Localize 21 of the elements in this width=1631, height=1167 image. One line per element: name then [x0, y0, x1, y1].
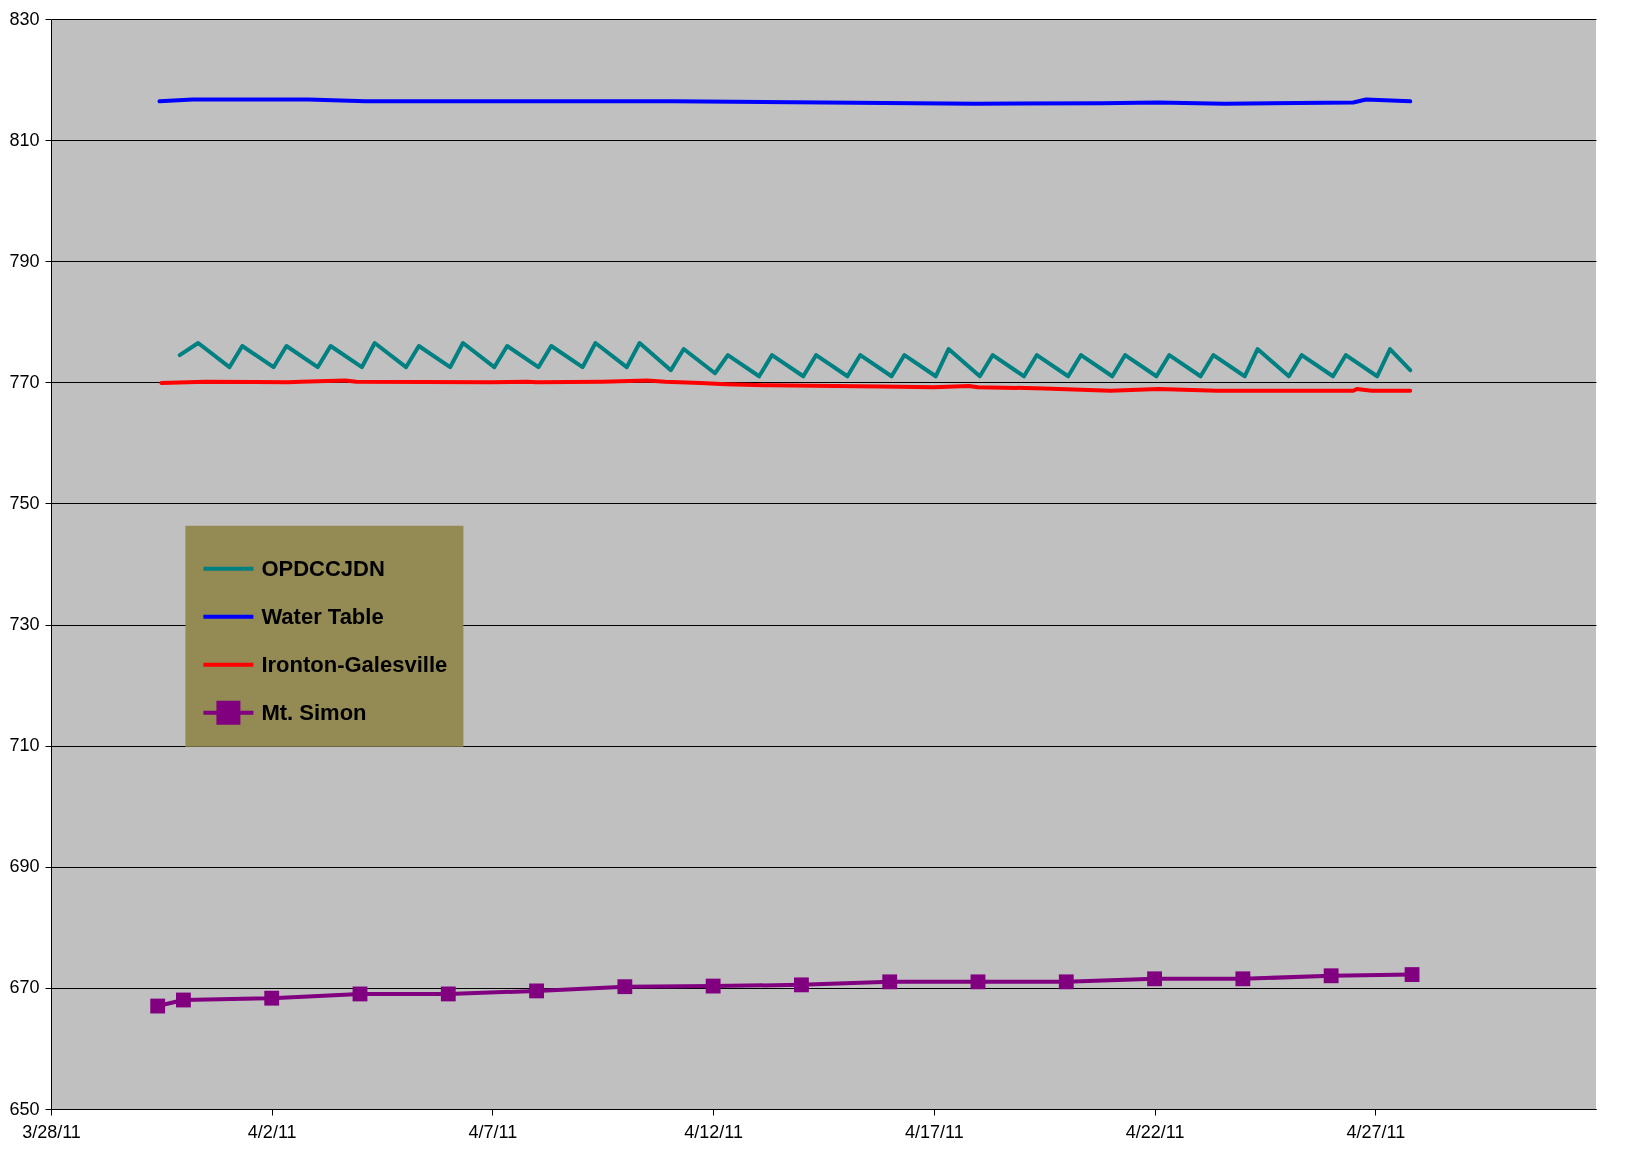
x-tick-label: 4/7/11: [468, 1121, 518, 1142]
x-tick-label: 4/27/11: [1346, 1121, 1406, 1142]
x-tick-label: 3/28/11: [22, 1121, 81, 1142]
x-tick-label: 4/2/11: [247, 1121, 297, 1142]
y-tick-label: 830: [9, 8, 40, 29]
x-tick-label: 4/22/11: [1125, 1121, 1185, 1142]
y-tick-label: 650: [9, 1098, 40, 1119]
y-tick-label: 790: [9, 250, 40, 271]
y-tick-label: 770: [9, 371, 40, 392]
x-tick-label: 4/17/11: [904, 1121, 964, 1142]
y-tick-label: 810: [9, 129, 40, 150]
y-tick-label: 690: [9, 856, 40, 877]
y-tick-label: 750: [9, 492, 40, 513]
x-tick-label: 4/12/11: [684, 1121, 744, 1142]
legend-label: Mt. Simon: [261, 699, 367, 725]
y-tick-label: 670: [9, 977, 40, 998]
legend-label: OPDCCJDN: [261, 555, 385, 581]
y-tick-label: 710: [9, 735, 40, 756]
y-tick-label: 730: [9, 614, 40, 635]
legend-label: Ironton-Galesville: [261, 651, 448, 677]
legend-label: Water Table: [261, 603, 384, 629]
